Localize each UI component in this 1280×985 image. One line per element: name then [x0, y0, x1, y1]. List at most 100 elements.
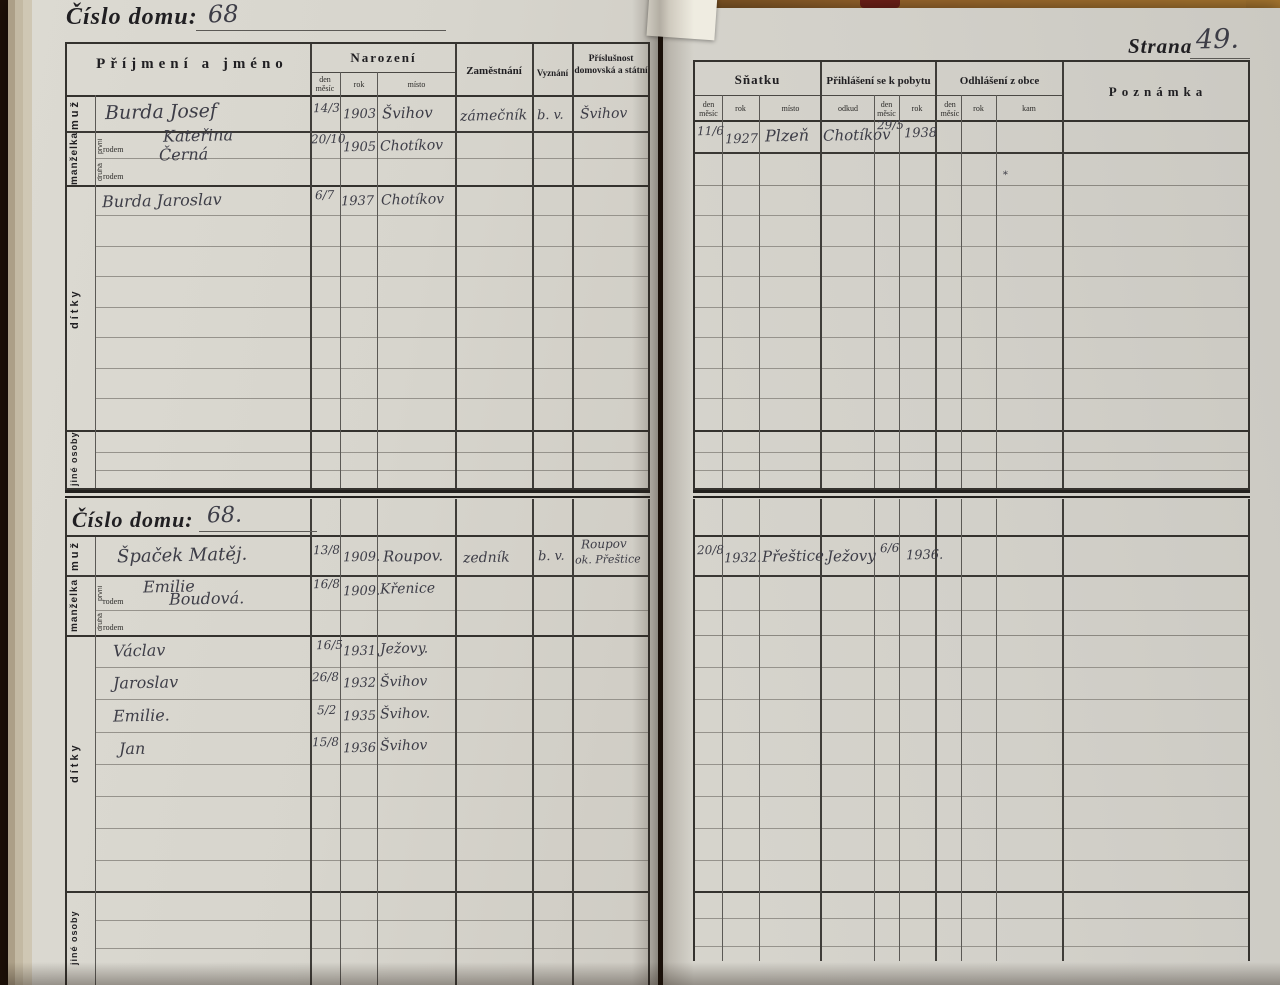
row-label-jine-osoby: jiné osoby: [69, 431, 79, 487]
page-edge: [15, 0, 23, 985]
child-birth-year: 1935: [342, 708, 377, 725]
husband-citizenship-line1: Roupov: [580, 536, 627, 552]
child-name: Václav: [112, 640, 166, 661]
child-birth-day: 26/8: [311, 669, 340, 685]
house-number-1-value: 68: [207, 0, 239, 29]
row-label-ditky: dítky: [69, 288, 81, 329]
register-table-right-1: Sňatku Přihlášení se k pobytu Odhlášení …: [693, 60, 1250, 490]
small-ink-mark: *: [1002, 169, 1009, 182]
child-birth-day: 15/8: [311, 734, 340, 750]
husband-religion: b. v.: [536, 107, 564, 124]
bookmark-edge: [860, 0, 900, 8]
child-name: Burda Jaroslav: [101, 189, 222, 212]
husband-birth-year: 1903: [342, 106, 377, 123]
col-header-kam: kam: [1022, 104, 1036, 113]
register-table-right-2: 20/8 1932. Přeštice. Ježovy 6/6 1936.: [693, 499, 1250, 961]
child-birth-year: 1937: [340, 193, 375, 210]
wife-birth-day: 16/8: [312, 576, 341, 592]
col-header-note: Poznámka: [1108, 84, 1208, 99]
house-number-2-line: [199, 531, 317, 532]
husband-name: Burda Josef: [104, 99, 218, 125]
col-header-den-mesic: den měsíc: [940, 100, 960, 118]
wife-birth-place: Chotíkov: [379, 137, 444, 155]
marriage-day: 20/8: [696, 542, 725, 558]
child-birth-day: 16/5: [315, 637, 344, 653]
marriage-year: 1932.: [723, 550, 762, 567]
col-header-rok: rok: [911, 104, 923, 113]
rodem-label: rodem: [103, 145, 124, 154]
col-header-rok: rok: [973, 104, 984, 113]
register-table-left-2: Číslo domu: 68. muž manželka první druhá…: [65, 499, 650, 985]
col-header-religion: Vyznání: [536, 68, 569, 78]
marriage-place: Plzeň: [764, 125, 810, 146]
row-label-manzelka: manželka: [69, 131, 80, 185]
rodem-label: rodem: [103, 597, 124, 606]
page-number-value: 49.: [1195, 23, 1240, 56]
husband-job: zedník: [462, 549, 510, 567]
row-label-muz: muž: [69, 540, 81, 572]
col-header-den-mesic: den měsíc: [315, 75, 335, 93]
husband-name: Špaček Matěj.: [116, 543, 248, 568]
rodem-label: rodem: [103, 172, 124, 181]
child-birth-year: 1932: [342, 675, 377, 692]
page-edge: [23, 0, 32, 985]
wife-maiden-name: Černá: [158, 144, 209, 165]
husband-citizenship: Švihov: [579, 105, 628, 123]
child-birth-place: Švihov: [379, 737, 428, 755]
house-number-1-label: Číslo domu:: [66, 4, 198, 30]
col-header-den-mesic: den měsíc: [877, 100, 896, 118]
wife-birth-day: 20/10: [310, 131, 346, 147]
wife-birth-year: 1905: [342, 139, 377, 156]
book-fold-shadow: [632, 0, 694, 985]
register-table-left-1: Příjmení a jméno Narození den měsíc rok …: [65, 42, 650, 490]
wife-birth-year: 1909.: [342, 583, 381, 600]
house-number-2-value: 68.: [206, 502, 243, 529]
rodem-label: rodem: [103, 623, 124, 632]
child-birth-place: Švihov.: [379, 705, 431, 723]
child-birth-year: 1936: [342, 740, 377, 757]
child-name: Emilie.: [112, 705, 170, 726]
wife-maiden-name: Boudová.: [168, 588, 245, 609]
husband-citizenship-line2: ok. Přeštice: [574, 552, 641, 567]
house-number-2-label: Číslo domu:: [72, 507, 194, 532]
child-birth-place: Ježovy.: [379, 640, 429, 658]
col-header-odkud: odkud: [838, 104, 858, 113]
husband-birth-day: 13/8: [312, 542, 341, 558]
row-label-manzelka: manželka: [69, 578, 80, 632]
col-header-job: Zaměstnání: [466, 65, 522, 77]
record-divider: [693, 490, 1250, 498]
child-birth-day: 6/7: [314, 187, 335, 203]
husband-birth-day: 14/3: [312, 100, 341, 116]
arrival-year: 1938: [903, 125, 938, 142]
col-header-rok: rok: [353, 80, 365, 89]
husband-religion: b. v.: [537, 548, 565, 565]
husband-birth-place: Švihov: [381, 103, 433, 123]
col-header-birth: Narození: [350, 50, 417, 65]
col-header-name: Příjmení a jméno: [96, 56, 288, 72]
child-birth-place: Chotíkov: [380, 191, 445, 209]
marriage-year: 1927: [724, 131, 759, 148]
house-number-1-line: [196, 30, 446, 31]
page-number-line: [1190, 58, 1250, 59]
child-birth-place: Švihov: [379, 673, 428, 691]
wife-birth-place: Křenice: [379, 580, 436, 598]
wife-first-name: Kateřina: [162, 125, 234, 146]
col-header-arrival: Přihlášení se k pobytu: [826, 75, 931, 87]
arrival-day: 6/6: [879, 540, 900, 556]
col-header-misto: místo: [781, 104, 800, 113]
child-birth-day: 5/2: [316, 702, 337, 718]
arrival-from: Ježovy: [826, 546, 876, 566]
col-header-marriage: Sňatku: [734, 72, 781, 87]
child-name: Jaroslav: [112, 672, 179, 693]
record-divider: [65, 490, 650, 498]
husband-job: zámečník: [459, 107, 528, 125]
col-header-misto: místo: [407, 80, 426, 89]
arrival-day: 29/5: [876, 117, 905, 133]
col-header-den-mesic: den měsíc: [699, 100, 718, 118]
bottom-shadow: [0, 962, 1280, 985]
marriage-day: 11/6: [696, 123, 725, 139]
col-header-citizenship: Příslušnost domovská a státní: [574, 54, 648, 76]
child-name: Jan: [118, 738, 146, 759]
arrival-year: 1936.: [905, 547, 944, 564]
